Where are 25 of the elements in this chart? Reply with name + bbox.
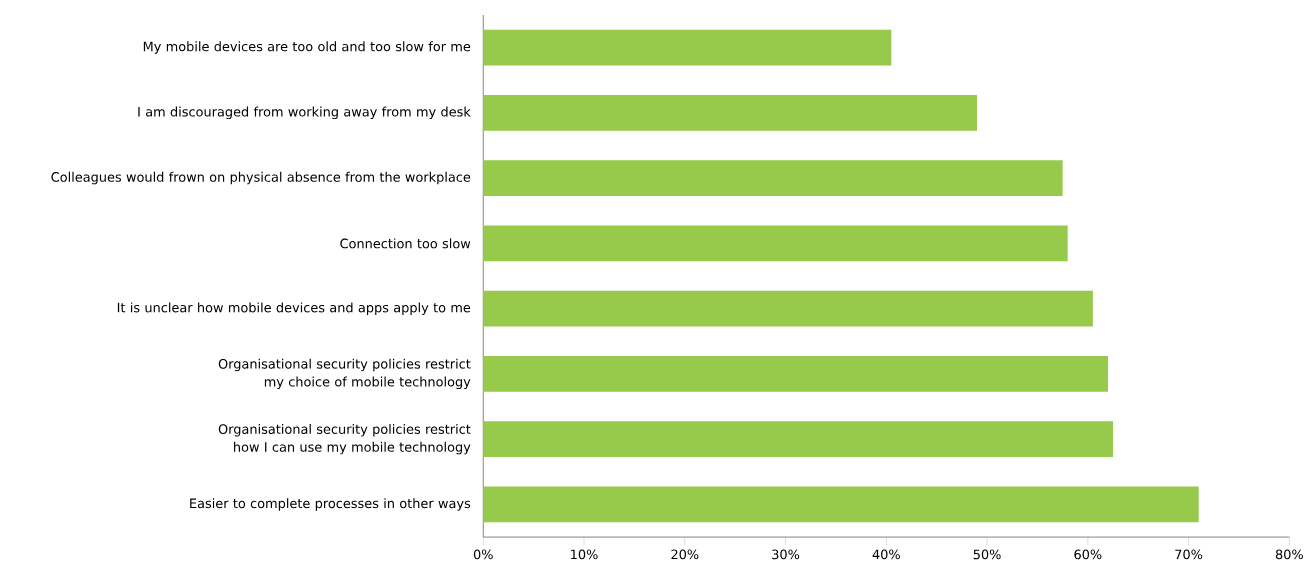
x-tick-label: 0% — [473, 549, 493, 560]
x-tick-label: 10% — [571, 549, 598, 560]
y-tick-label: I am discouraged from working away from my desk — [138, 106, 471, 120]
x-tick-label: 40% — [872, 549, 900, 560]
bar — [483, 160, 1063, 197]
x-tick-label: 60% — [1074, 549, 1102, 560]
bar — [483, 486, 1199, 523]
y-tick-label: Easier to complete processes in other ways — [190, 498, 471, 511]
x-tick-label: 70% — [1175, 549, 1203, 560]
bar — [483, 225, 1068, 262]
y-tick-label: Organisational security policies restrict my choice of mobile technology — [218, 358, 471, 390]
x-tick-label: 20% — [671, 549, 699, 560]
x-tick-label: 50% — [973, 549, 1001, 560]
y-tick-label: My mobile devices are too old and too slow for me — [143, 41, 471, 54]
bar — [483, 94, 977, 131]
y-tick-label: Organisational security policies restrict how I can use my mobile technology — [218, 424, 471, 455]
bar — [483, 421, 1114, 458]
bar — [483, 356, 1108, 392]
y-tick-label: It is unclear how mobile devices and apps apply to me — [117, 302, 471, 315]
x-tick-label: 80% — [1275, 549, 1303, 560]
y-tick-label: Connection too slow — [340, 238, 471, 249]
x-tick-label: 30% — [772, 549, 800, 560]
y-tick-label: Colleagues would frown on physical absence from the workplace — [51, 171, 471, 185]
bar — [483, 29, 892, 66]
bar — [483, 290, 1093, 327]
